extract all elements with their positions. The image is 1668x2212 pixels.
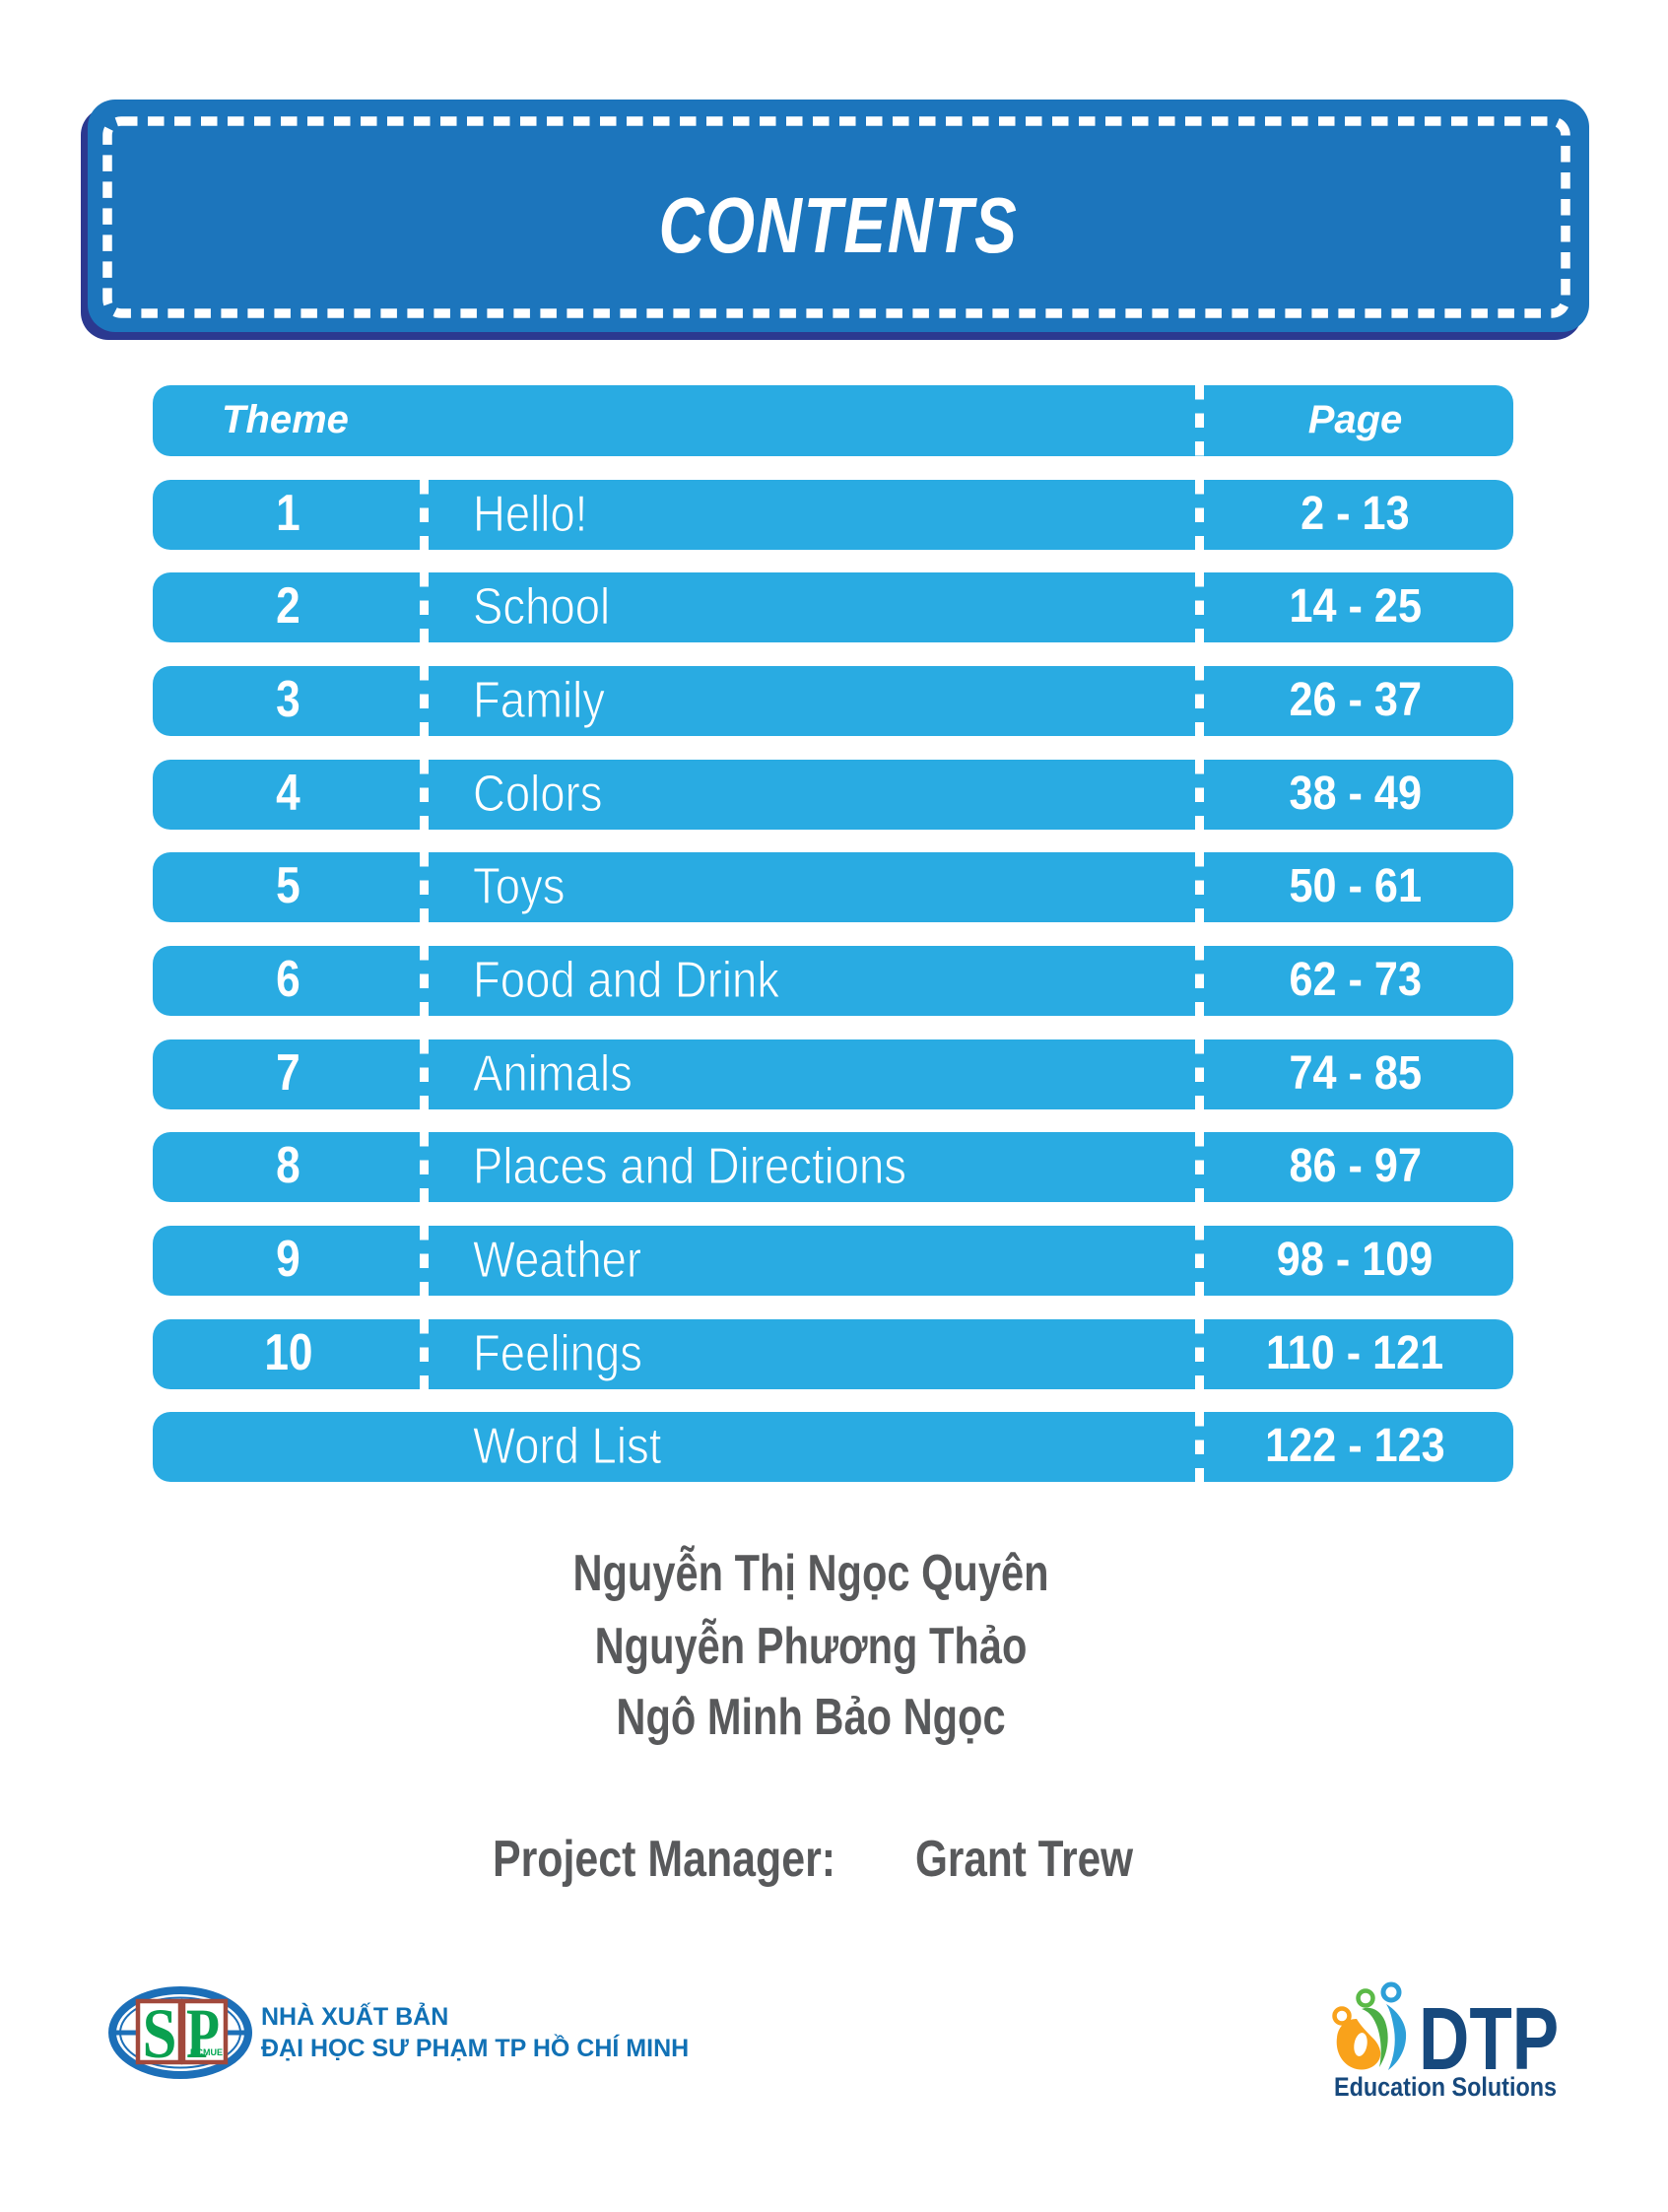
svg-text:HCMUE: HCMUE (190, 2047, 223, 2057)
svg-text:S: S (143, 1994, 177, 2073)
svg-text:P: P (186, 1994, 220, 2073)
